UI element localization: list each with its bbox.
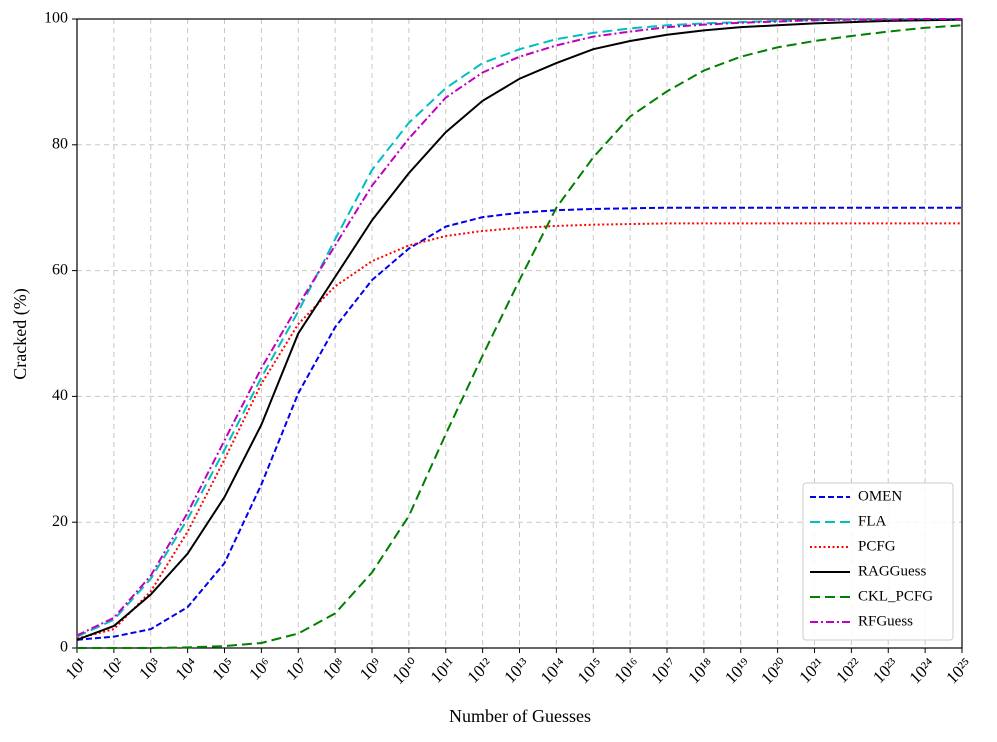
x-tick-label: 10¹⁴	[537, 654, 570, 687]
x-tick-label: 10⁴	[172, 654, 202, 684]
x-axis-label: Number of Guesses	[449, 706, 591, 726]
legend-label: PCFG	[858, 538, 896, 554]
legend-label: RFGuess	[858, 613, 913, 629]
x-tick-label: 10¹⁰	[389, 654, 423, 688]
x-tick-label: 10⁷	[282, 654, 312, 684]
x-tick-label: 10¹¹	[427, 654, 460, 687]
x-tick-label: 10²¹	[795, 654, 828, 687]
series-line	[76, 222, 962, 640]
x-tick-label: 10¹⁵	[574, 654, 607, 687]
x-tick-label: 10¹⁸	[684, 654, 717, 687]
x-tick-label: 10¹²	[464, 654, 497, 687]
legend-label: OMEN	[858, 488, 902, 504]
y-tick-label: 0	[60, 639, 68, 656]
x-tick-label: 10¹	[62, 654, 91, 683]
x-tick-label: 10⁹	[356, 654, 386, 684]
plot-frame	[76, 18, 963, 649]
x-tick-label: 10³	[135, 654, 164, 683]
x-tick-label: 10²⁵	[942, 654, 975, 687]
x-tick-label: 10¹⁷	[647, 654, 680, 687]
series-line	[77, 24, 963, 649]
x-tick-label: 10⁸	[319, 654, 349, 684]
x-tick-label: 10¹⁶	[610, 654, 643, 687]
legend-label: FLA	[858, 513, 887, 529]
y-tick-label: 40	[52, 387, 68, 404]
legend-label: CKL_PCFG	[858, 588, 933, 604]
series-line	[76, 206, 962, 641]
y-tick-label: 60	[52, 261, 68, 278]
x-tick-label: 10⁵	[208, 654, 238, 684]
legend-label: RAGGuess	[858, 563, 926, 579]
y-axis-label: Cracked (%)	[10, 288, 31, 379]
x-tick-label: 10²⁰	[757, 654, 791, 688]
x-tick-label: 10²⁴	[905, 654, 938, 687]
x-tick-label: 10²²	[832, 654, 865, 687]
y-tick-label: 100	[44, 10, 68, 27]
x-tick-label: 10⁶	[245, 654, 275, 684]
y-tick-label: 80	[52, 135, 68, 152]
series-line	[76, 18, 963, 641]
x-tick-label: 10¹⁹	[721, 654, 754, 687]
series-line	[76, 18, 962, 637]
x-tick-label: 10¹³	[500, 654, 533, 687]
x-tick-label: 10²	[98, 654, 127, 683]
y-tick-label: 20	[52, 513, 68, 530]
x-tick-label: 10²³	[869, 654, 902, 687]
legend: OMEN FLA PCFG RAGGuess CKL_PCFG RFGuess	[802, 482, 954, 641]
